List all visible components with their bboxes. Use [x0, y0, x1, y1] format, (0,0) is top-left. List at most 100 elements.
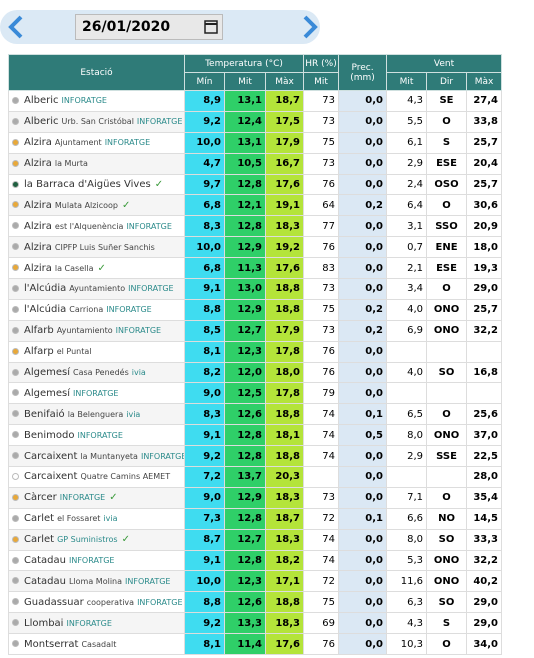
station-name[interactable]: Alzira — [24, 158, 52, 170]
station-name[interactable]: la Barraca d'Aigües Vives — [24, 179, 151, 190]
status-dot — [12, 201, 19, 209]
station-place: est l'Alquenència — [54, 221, 124, 231]
value-cell: 30,6 — [466, 194, 503, 217]
value-cell: 0,0 — [338, 486, 388, 509]
station-place: Ayuntamiento — [69, 284, 126, 294]
sub-header[interactable]: Màx — [466, 72, 503, 91]
value-cell: 19,3 — [466, 257, 503, 280]
value-cell: 0,0 — [338, 445, 388, 468]
station-cell: l'Alcúdia Carriona INFORATGE — [8, 298, 185, 321]
value-cell — [386, 382, 428, 405]
station-name[interactable]: Alfarp — [24, 346, 54, 358]
value-cell: 6,8 — [184, 257, 225, 280]
status-dot — [12, 389, 19, 397]
sub-header[interactable]: Dir — [426, 72, 468, 91]
station-name[interactable]: Alzira — [24, 199, 52, 211]
station-name[interactable]: Benifaió — [24, 408, 65, 420]
value-cell: 0,0 — [338, 215, 388, 238]
header-precipitation[interactable]: Prec. (mm) — [338, 54, 388, 91]
date-input[interactable]: 26/01/2020 — [75, 14, 223, 40]
status-dot — [12, 284, 19, 292]
station-place: la Murta — [54, 159, 88, 169]
value-cell: 11,4 — [224, 633, 266, 656]
station-name[interactable]: l'Alcúdia — [24, 283, 67, 295]
station-name[interactable]: Carlet — [24, 513, 55, 525]
station-cell: Llombai INFORATGE — [8, 612, 185, 635]
value-cell: 12,3 — [224, 340, 266, 363]
value-cell: O — [426, 403, 468, 426]
status-dot — [12, 619, 19, 627]
value-cell: OSO — [426, 173, 468, 196]
value-cell: 76 — [303, 236, 340, 259]
station-name[interactable]: Carlet — [24, 534, 55, 546]
station-place: el Fossaret — [57, 514, 101, 524]
value-cell: 8,2 — [184, 361, 225, 384]
station-name[interactable]: Carcaixent — [24, 471, 78, 483]
station-name[interactable]: Catadau — [24, 575, 66, 587]
value-cell: 33,3 — [466, 528, 503, 551]
station-name[interactable]: Alzira — [24, 137, 52, 149]
value-cell: ESE — [426, 152, 468, 175]
station-name[interactable]: Montserrat — [24, 638, 79, 650]
station-name[interactable]: Alfarb — [24, 325, 54, 337]
status-dot — [12, 493, 19, 501]
value-cell: 0,0 — [338, 361, 388, 384]
value-cell: 9,0 — [184, 382, 225, 405]
value-cell: 18,3 — [264, 612, 305, 635]
status-dot — [12, 305, 19, 313]
value-cell: 19,1 — [264, 194, 305, 217]
value-cell: 9,1 — [184, 549, 225, 572]
status-dot — [12, 243, 19, 251]
network-tag: INFORATGE — [126, 221, 172, 231]
value-cell: 5,3 — [386, 549, 428, 572]
station-name[interactable]: Alzira — [24, 220, 52, 232]
sub-header[interactable]: Mit — [303, 72, 340, 91]
station-name[interactable]: Algemesí — [24, 367, 71, 379]
station-name[interactable]: Benimodo — [24, 429, 75, 441]
status-dot — [12, 347, 19, 355]
station-place: Casa Penedés — [73, 368, 129, 378]
next-button[interactable] — [296, 14, 322, 40]
value-cell: 32,2 — [466, 319, 503, 342]
station-name[interactable]: Guadassuar — [24, 596, 84, 608]
value-cell: 20,4 — [466, 152, 503, 175]
prev-button[interactable] — [4, 14, 30, 40]
station-cell: Carcaixent la Muntanyeta INFORATGE — [8, 445, 185, 468]
station-name[interactable]: Llombai — [24, 617, 64, 629]
station-row: Alfarp el Puntal 8,1 12,3 17,8 76 0,0 — [8, 340, 503, 363]
station-name[interactable]: Alberic — [24, 95, 59, 107]
station-name[interactable]: Alberic — [24, 116, 59, 128]
value-cell: 12,8 — [224, 215, 266, 238]
station-name[interactable]: Alzira — [24, 241, 52, 253]
value-cell: 19,2 — [264, 236, 305, 259]
station-place: Ajuntament — [54, 138, 102, 148]
value-cell: SO — [426, 591, 468, 614]
value-cell: 18,3 — [264, 486, 305, 509]
station-row: Alberic INFORATGE 8,9 13,1 18,7 73 0,0 4,3 SE 27,… — [8, 90, 503, 112]
value-cell: 12,6 — [224, 403, 266, 426]
station-name[interactable]: Alzira — [24, 262, 52, 274]
station-name[interactable]: l'Alcúdia — [24, 304, 67, 316]
sub-header[interactable]: Mit — [386, 72, 428, 91]
value-cell — [426, 340, 468, 363]
value-cell: 6,1 — [386, 131, 428, 154]
station-name[interactable]: Càrcer — [24, 492, 57, 504]
station-place: el Puntal — [56, 347, 92, 357]
network-tag: INFORATGE — [68, 556, 115, 566]
station-name[interactable]: Algemesí — [24, 387, 71, 399]
network-tag: INFORATGE — [66, 618, 112, 628]
value-cell: 4,3 — [386, 90, 428, 112]
station-name[interactable]: Catadau — [24, 555, 66, 567]
header-station[interactable]: Estació — [8, 54, 185, 91]
value-cell: 0,0 — [338, 528, 388, 551]
sub-header[interactable]: Mit — [224, 72, 266, 91]
value-cell: 76 — [303, 340, 340, 363]
value-cell: 73 — [303, 90, 340, 112]
value-cell: 33,8 — [466, 110, 503, 133]
value-cell: NO — [426, 507, 468, 530]
sub-header[interactable]: Màx — [264, 72, 305, 91]
sub-header[interactable]: Mín — [184, 72, 225, 91]
station-name[interactable]: Carcaixent — [24, 450, 78, 462]
calendar-icon[interactable] — [204, 19, 218, 34]
